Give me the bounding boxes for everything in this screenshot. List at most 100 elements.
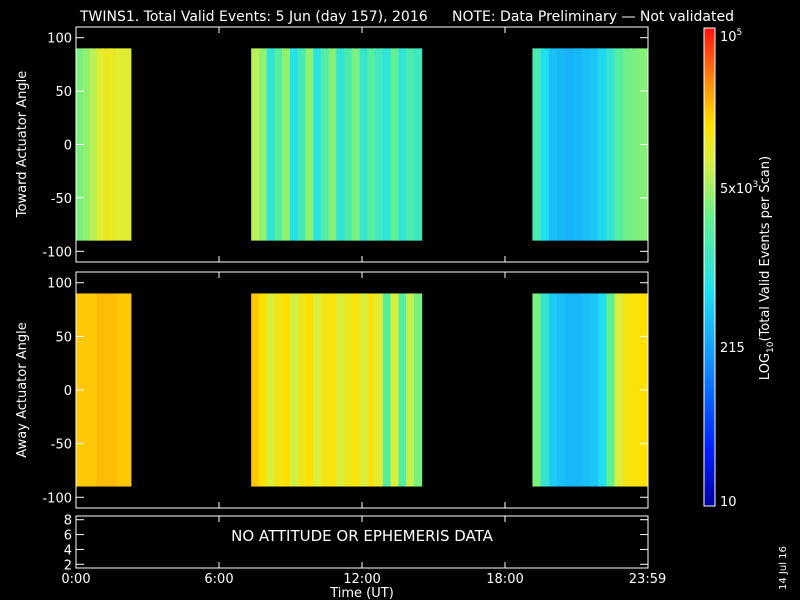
heatmap-cell-1-6 xyxy=(297,48,306,241)
heatmap-cell-2-6 xyxy=(581,293,591,487)
heatmap-cell-2-9 xyxy=(606,293,616,487)
heatmap-cell-2-0 xyxy=(532,48,542,241)
heatmap-cell-2-10 xyxy=(614,48,624,241)
heatmap-cell-2-12 xyxy=(631,293,640,487)
y-tick-label: 4 xyxy=(64,543,72,558)
colorbar-title-prefix: LOG xyxy=(758,353,773,380)
colorbar-title-suffix: (Total Valid Events per Scan) xyxy=(758,156,773,342)
heatmap-cell-1-13 xyxy=(351,48,361,241)
heatmap-cell-1-12 xyxy=(344,293,353,487)
x-tick-label: 23:59 xyxy=(629,572,666,587)
x-tick-label: 12:00 xyxy=(343,572,380,587)
colorbar-tick-low: 215 xyxy=(720,341,745,356)
heatmap-cell-0-5 xyxy=(110,48,118,241)
colorbar-tick-bottom: 10 xyxy=(720,495,737,510)
heatmap-cell-0-7 xyxy=(123,293,132,487)
time-axis-label: Time (UT) xyxy=(329,586,394,600)
heatmap-cell-1-11 xyxy=(336,48,345,241)
y-tick-label: 2 xyxy=(64,558,72,573)
y-tick-label: -50 xyxy=(51,438,72,453)
heatmap-cell-2-3 xyxy=(557,293,566,487)
heatmap-cell-0-2 xyxy=(89,293,98,487)
heatmap-cell-1-12 xyxy=(344,48,353,241)
heatmap-cell-1-1 xyxy=(258,293,268,487)
heatmap-cell-2-10 xyxy=(614,293,624,487)
heatmap-cell-1-18 xyxy=(390,48,399,241)
heatmap-cell-2-0 xyxy=(532,293,542,487)
y-tick-label: 6 xyxy=(64,529,72,544)
heatmap-cell-2-6 xyxy=(581,48,591,241)
heatmap-cell-2-9 xyxy=(606,48,616,241)
heatmap-cell-2-5 xyxy=(573,48,583,241)
y-tick-label: -100 xyxy=(42,245,72,260)
y-tick-label: -100 xyxy=(42,491,72,506)
heatmap-cell-1-15 xyxy=(367,293,376,487)
heatmap-cell-0-1 xyxy=(82,48,91,241)
heatmap-cell-0-3 xyxy=(96,48,105,241)
heatmap-cell-1-16 xyxy=(375,293,384,487)
heatmap-cell-1-5 xyxy=(289,293,299,487)
heatmap-cell-1-8 xyxy=(313,48,322,241)
heatmap-cell-1-7 xyxy=(305,48,314,241)
heatmap-cell-1-21 xyxy=(413,293,423,487)
heatmap-cell-2-4 xyxy=(565,48,575,241)
heatmap-cell-0-2 xyxy=(89,48,98,241)
heatmap-cell-1-6 xyxy=(297,293,306,487)
heatmap-cell-2-12 xyxy=(631,48,640,241)
heatmap-cell-2-2 xyxy=(548,48,558,241)
heatmap-cell-1-10 xyxy=(328,293,337,487)
colorbar-title-sub: 10 xyxy=(766,341,776,353)
y-tick-label: 0 xyxy=(64,384,72,399)
heatmap-cell-0-6 xyxy=(117,293,125,487)
heatmap-cell-1-19 xyxy=(398,48,407,241)
heatmap-cell-1-11 xyxy=(336,293,345,487)
heatmap-cell-1-0 xyxy=(251,293,260,487)
y-tick-label: 100 xyxy=(47,32,72,47)
heatmap-cell-1-0 xyxy=(251,48,260,241)
heatmap-cell-1-9 xyxy=(320,293,330,487)
y-tick-label: 50 xyxy=(55,330,72,345)
heatmap-cell-0-6 xyxy=(117,48,125,241)
date-stamp: 14 Jul 16 xyxy=(778,546,789,590)
heatmap-cell-2-8 xyxy=(598,48,608,241)
toward-actuator-panel: 100 50 0 -50 -100 xyxy=(42,26,649,263)
colorbar-tick-top: 105 xyxy=(720,28,742,45)
y-tick-label: 8 xyxy=(64,514,72,529)
heatmap-cell-0-1 xyxy=(82,293,91,487)
heatmap-cell-0-3 xyxy=(96,293,105,487)
x-tick-label: 18:00 xyxy=(486,572,523,587)
heatmap-cell-1-3 xyxy=(274,48,283,241)
heatmap-cell-2-5 xyxy=(573,293,583,487)
heatmap-cell-1-21 xyxy=(413,48,423,241)
heatmap-cell-2-8 xyxy=(598,293,608,487)
heatmap-cell-1-14 xyxy=(359,48,368,241)
away-axis-label: Away Actuator Angle xyxy=(15,322,30,457)
heatmap-cell-1-1 xyxy=(258,48,268,241)
heatmap-cell-1-3 xyxy=(274,293,283,487)
heatmap-cell-1-10 xyxy=(328,48,337,241)
heatmap-cell-1-20 xyxy=(406,48,415,241)
colorbar-title: LOG10(Total Valid Events per Scan) xyxy=(758,156,776,380)
heatmap-cell-1-14 xyxy=(359,293,368,487)
not-validated-note: NOTE: Data Preliminary — Not validated xyxy=(452,9,734,25)
heatmap-cell-2-4 xyxy=(565,293,575,487)
heatmap-cell-1-2 xyxy=(266,293,276,487)
heatmap-cell-2-1 xyxy=(540,48,550,241)
heatmap-cell-2-11 xyxy=(622,293,632,487)
y-tick-label: -50 xyxy=(51,192,72,207)
heatmap-cell-0-5 xyxy=(110,293,118,487)
toward-axis-label: Toward Actuator Angle xyxy=(15,71,30,218)
heatmap-cell-1-15 xyxy=(367,48,376,241)
heatmap-cell-1-5 xyxy=(289,48,299,241)
heatmap-cell-1-2 xyxy=(266,48,276,241)
heatmap-cell-1-7 xyxy=(305,293,314,487)
heatmap-cell-1-4 xyxy=(282,293,291,487)
heatmap-cell-1-17 xyxy=(382,293,392,487)
colorbar-tick-mid: 5x103 xyxy=(720,180,758,197)
heatmap-cell-2-1 xyxy=(540,293,550,487)
heatmap-cell-0-4 xyxy=(103,293,111,487)
heatmap-cell-1-16 xyxy=(375,48,384,241)
x-tick-label: 6:00 xyxy=(204,572,233,587)
